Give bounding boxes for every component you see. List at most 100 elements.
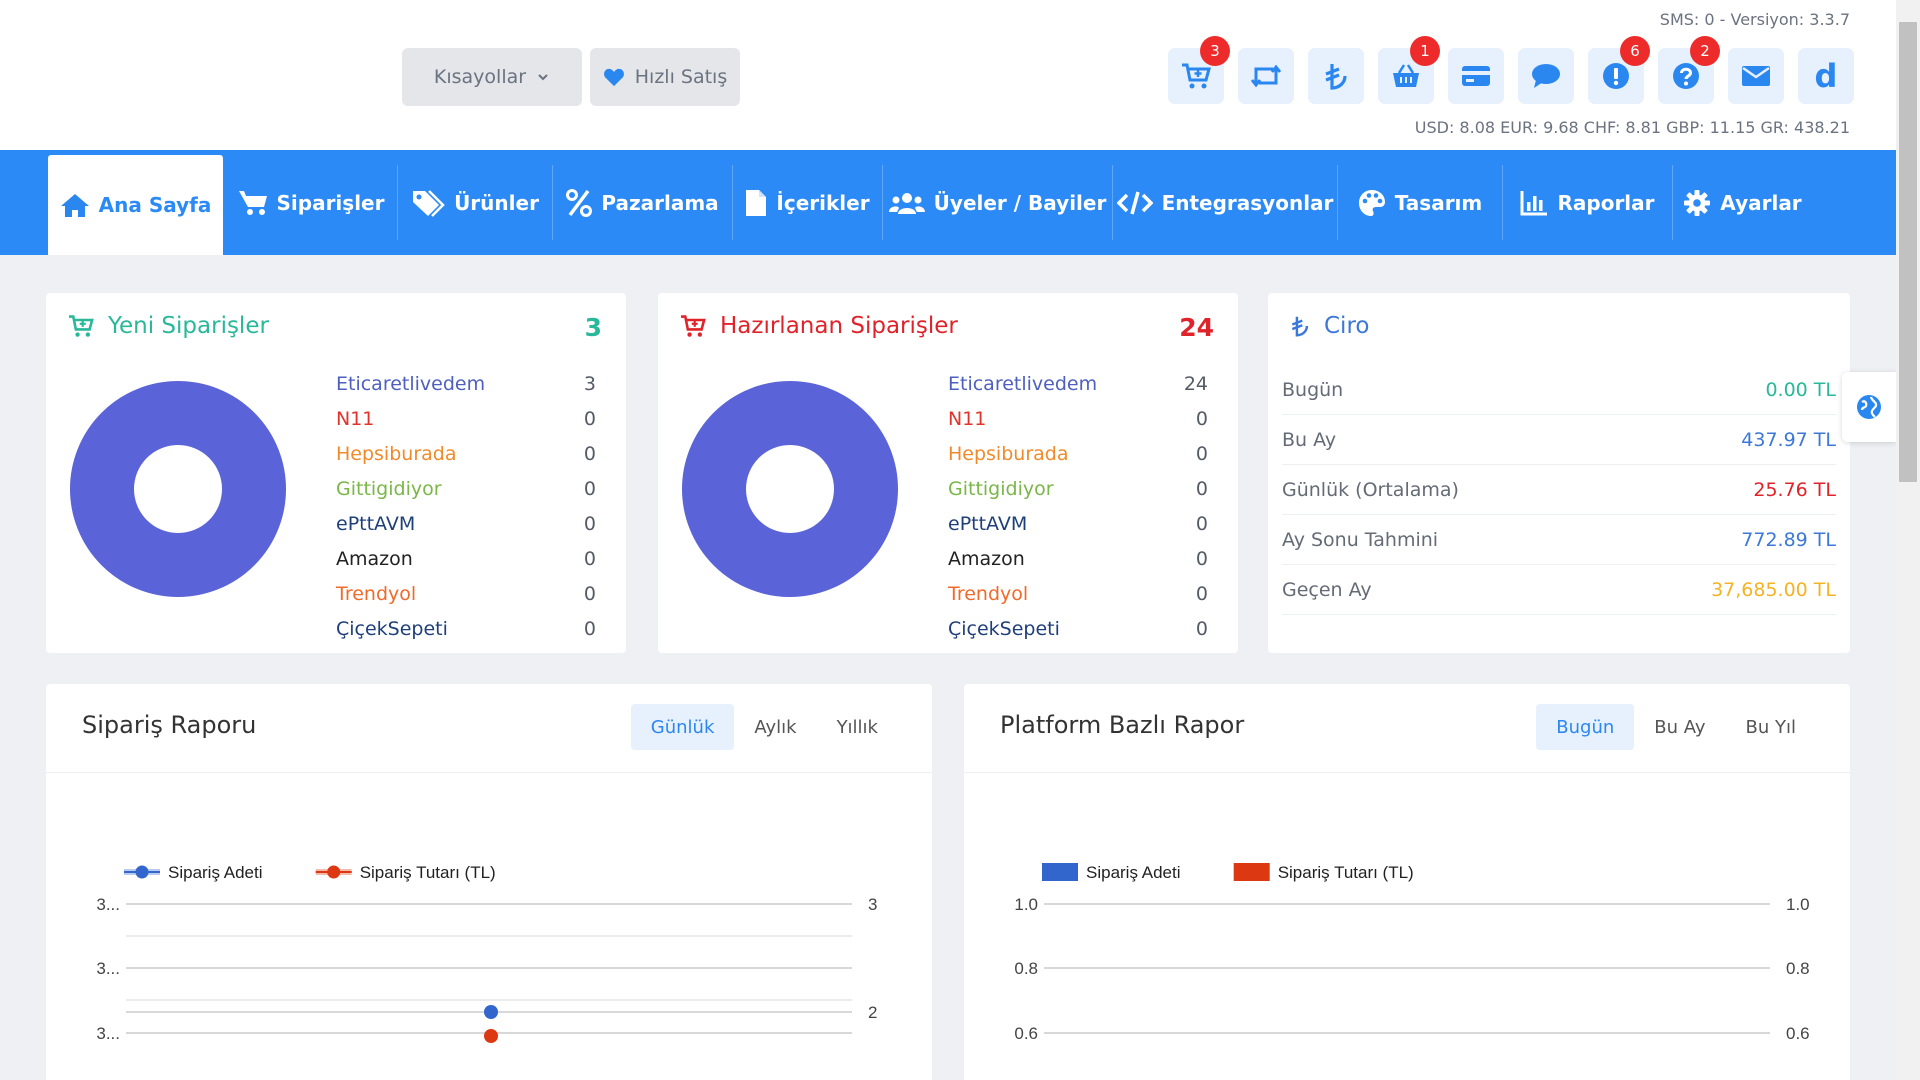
envelope-icon	[1742, 66, 1770, 86]
platform-name: Trendyol	[948, 582, 1029, 605]
platform-value: 24	[1183, 372, 1208, 395]
new-orders-title: Yeni Siparişler	[68, 313, 269, 339]
nav-integrations[interactable]: Entegrasyonlar	[1115, 150, 1335, 255]
platform-report-title: Platform Bazlı Rapor	[1000, 711, 1245, 739]
exclamation-icon	[1603, 63, 1629, 89]
revenue-label: Günlük (Ortalama)	[1282, 478, 1459, 501]
nav-reports[interactable]: Raporlar	[1505, 150, 1670, 255]
platform-report-chart: Sipariş Adeti Sipariş Tutarı (TL) 1.0 0.8 0.…	[1014, 863, 1810, 1043]
comment-icon	[1532, 64, 1560, 88]
nav-settings-label: Ayarlar	[1720, 190, 1802, 215]
scrollbar-thumb[interactable]	[1899, 22, 1917, 482]
sms-version-info: SMS: 0 - Versiyon: 3.3.7	[1659, 10, 1850, 29]
messages-button[interactable]	[1518, 48, 1574, 104]
tab-today[interactable]: Bugün	[1536, 704, 1635, 750]
nav-members[interactable]: Üyeler / Bayiler	[885, 150, 1110, 255]
top-bar: SMS: 0 - Versiyon: 3.3.7 Kısayollar Hızl…	[0, 0, 1896, 150]
shortcuts-dropdown[interactable]: Kısayollar	[402, 48, 582, 106]
legend-label: Sipariş Adeti	[1086, 863, 1181, 882]
platform-name: Gittigidiyor	[336, 477, 442, 500]
currency-button[interactable]	[1308, 48, 1364, 104]
platform-name: Eticaretlivedem	[336, 372, 486, 395]
tab-yearly[interactable]: Yıllık	[836, 716, 878, 738]
nav-separator	[882, 165, 883, 240]
quick-sale-button[interactable]: Hızlı Satış	[590, 48, 740, 106]
preparing-orders-donut-chart	[682, 381, 898, 597]
question-icon	[1673, 63, 1699, 89]
tab-this-year[interactable]: Bu Yıl	[1745, 716, 1796, 738]
revenue-value: 0.00 TL	[1765, 378, 1836, 401]
nav-home[interactable]: Ana Sayfa	[48, 155, 223, 255]
platform-value: 0	[1195, 442, 1208, 465]
preparing-orders-title-text: Hazırlanan Siparişler	[720, 313, 958, 339]
nav-members-label: Üyeler / Bayiler	[933, 190, 1107, 215]
revenue-card: Ciro Bugün 0.00 TL Bu Ay 437.97 TL Günlük (O…	[1268, 293, 1850, 653]
mail-button[interactable]	[1728, 48, 1784, 104]
profile-button[interactable]: d	[1798, 48, 1854, 104]
revenue-title-text: Ciro	[1324, 313, 1370, 339]
platform-value: 0	[583, 512, 596, 535]
tab-this-month[interactable]: Bu Ay	[1654, 716, 1706, 738]
nav-orders[interactable]: Siparişler	[228, 150, 394, 255]
revenue-row: Bugün 0.00 TL	[1282, 365, 1836, 415]
code-icon	[1116, 191, 1153, 214]
nav-products[interactable]: Ürünler	[400, 150, 550, 255]
basket-button[interactable]: 1	[1378, 36, 1440, 104]
platform-row: Hepsiburada 0	[336, 436, 596, 471]
basket-badge: 1	[1410, 36, 1440, 66]
tab-monthly[interactable]: Aylık	[754, 716, 797, 738]
cart-icon	[238, 191, 267, 215]
questions-button[interactable]: 2	[1658, 36, 1720, 104]
platform-value: 0	[1195, 407, 1208, 430]
nav-settings[interactable]: Ayarlar	[1675, 150, 1810, 255]
platform-row: Trendyol 0	[336, 576, 596, 611]
revenue-value: 437.97 TL	[1741, 428, 1836, 451]
nav-separator	[1337, 165, 1338, 240]
alerts-button[interactable]: 6	[1588, 36, 1650, 104]
nav-integrations-label: Entegrasyonlar	[1161, 190, 1334, 215]
revenue-label: Geçen Ay	[1282, 578, 1372, 601]
platform-value: 0	[583, 477, 596, 500]
tab-daily[interactable]: Günlük	[630, 704, 735, 750]
platform-row: Gittigidiyor 0	[948, 471, 1208, 506]
y-tick-label-left: 1.0	[1014, 895, 1038, 914]
cart-plus-icon	[69, 315, 94, 337]
percent-icon	[566, 188, 593, 217]
y-tick-label-left: 3...	[96, 959, 120, 978]
nav-marketing[interactable]: Pazarlama	[555, 150, 730, 255]
platform-value: 0	[1195, 512, 1208, 535]
revenue-row: Bu Ay 437.97 TL	[1282, 415, 1836, 465]
y-tick-label-left: 0.6	[1014, 1024, 1038, 1043]
palette-icon	[1358, 189, 1385, 216]
divider	[46, 772, 932, 773]
platform-value: 0	[1195, 582, 1208, 605]
language-float-button[interactable]	[1842, 372, 1896, 442]
nav-design[interactable]: Tasarım	[1340, 150, 1500, 255]
platform-value: 0	[583, 547, 596, 570]
retweet-icon	[1250, 64, 1282, 88]
sync-button[interactable]	[1238, 48, 1294, 104]
nav-contents[interactable]: İçerikler	[735, 150, 880, 255]
header-icon-toolbar: 3 1 6 2 d	[1168, 36, 1854, 104]
cart-button[interactable]: 3	[1168, 36, 1230, 104]
platform-row: ÇiçekSepeti 0	[336, 611, 596, 646]
gear-icon	[1684, 189, 1711, 216]
payment-button[interactable]	[1448, 48, 1504, 104]
y-tick-label-right: 3	[868, 895, 877, 914]
platform-value: 0	[1195, 477, 1208, 500]
platform-name: N11	[948, 407, 987, 430]
globe-icon	[1857, 395, 1881, 419]
platform-row: N11 0	[336, 401, 596, 436]
legend-swatch	[1042, 863, 1078, 881]
revenue-row: Ay Sonu Tahmini 772.89 TL	[1282, 515, 1836, 565]
legend-label: Sipariş Tutarı (TL)	[1278, 863, 1414, 882]
preparing-orders-platform-list: Eticaretlivedem 24 N11 0 Hepsiburada 0 Gittigi…	[948, 366, 1208, 646]
platform-row: Hepsiburada 0	[948, 436, 1208, 471]
lira-icon	[1291, 316, 1309, 337]
legend-label: Sipariş Adeti	[168, 863, 263, 882]
nav-separator	[552, 165, 553, 240]
platform-report-card: Platform Bazlı Rapor Bugün Bu Ay Bu Yıl …	[964, 684, 1850, 1080]
revenue-label: Bugün	[1282, 378, 1344, 401]
y-tick-label-right: 0.6	[1786, 1024, 1810, 1043]
platform-name: Amazon	[948, 547, 1025, 570]
